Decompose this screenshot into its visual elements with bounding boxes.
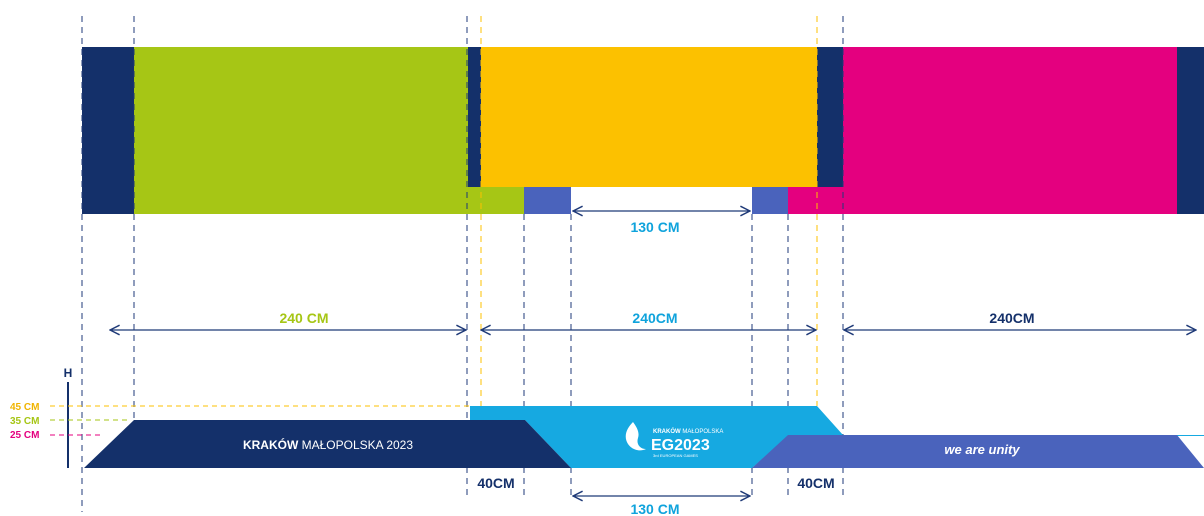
height-label-35: 35 CM <box>10 416 39 427</box>
eg2023-logo: KRAKÓW MAŁOPOLSKA EG2023 3rd EUROPEAN GA… <box>625 422 723 458</box>
height-label-25: 25 CM <box>10 430 39 441</box>
navy-post-mid-left <box>468 47 481 187</box>
navy-strip-text-rest: MAŁOPOLSKA 2023 <box>298 438 413 452</box>
gap-dimension-top: 130 CM <box>573 211 750 235</box>
periwinkle-strip <box>752 435 1204 468</box>
green-extension <box>468 187 524 214</box>
vertical-guides <box>81 16 844 512</box>
navy-post-mid-right <box>817 47 843 187</box>
yellow-panel <box>481 47 817 187</box>
gap-label-top: 130 CM <box>630 219 679 235</box>
logo-line1-rest: MAŁOPOLSKA <box>681 429 724 435</box>
green-panel <box>134 47 469 214</box>
width-label-left: 240 CM <box>279 310 328 326</box>
slope-label-right: 40CM <box>797 475 834 491</box>
navy-post-right <box>1177 47 1204 214</box>
navy-strip <box>84 420 571 468</box>
magenta-extension <box>788 187 843 214</box>
gap-dimension-bottom: 130 CM <box>573 496 750 516</box>
navy-strip-text-bold: KRAKÓW <box>243 437 299 452</box>
width-label-right: 240CM <box>989 310 1034 326</box>
bottom-strips: KRAKÓW MAŁOPOLSKA 2023 we are unity KRAK… <box>84 406 1204 468</box>
magenta-panel <box>843 47 1177 214</box>
periwinkle-strip-text: we are unity <box>944 442 1020 457</box>
slope-label-left: 40CM <box>477 475 514 491</box>
height-label-45: 45 CM <box>10 402 39 413</box>
navy-strip-text: KRAKÓW MAŁOPOLSKA 2023 <box>243 437 413 452</box>
navy-post-left <box>82 47 134 214</box>
logo-line1: KRAKÓW MAŁOPOLSKA <box>653 427 723 435</box>
width-label-middle: 240CM <box>632 310 677 326</box>
logo-sub: 3rd EUROPEAN GAMES <box>653 453 698 458</box>
logo-line1-bold: KRAKÓW <box>653 427 681 435</box>
height-axis-label: H <box>64 366 73 380</box>
top-panels <box>82 47 1204 214</box>
flame-icon <box>625 422 646 451</box>
periwinkle-block-left <box>524 187 571 214</box>
logo-mark: EG2023 <box>651 437 710 454</box>
cyan-strip <box>470 406 1204 468</box>
gap-label-bottom: 130 CM <box>630 501 679 516</box>
height-axis: H 45 CM 35 CM 25 CM <box>10 366 470 468</box>
slope-labels: 40CM 40CM <box>477 475 834 491</box>
periwinkle-block-right <box>752 187 788 214</box>
width-dimensions: 240 CM 240CM 240CM <box>110 310 1196 330</box>
